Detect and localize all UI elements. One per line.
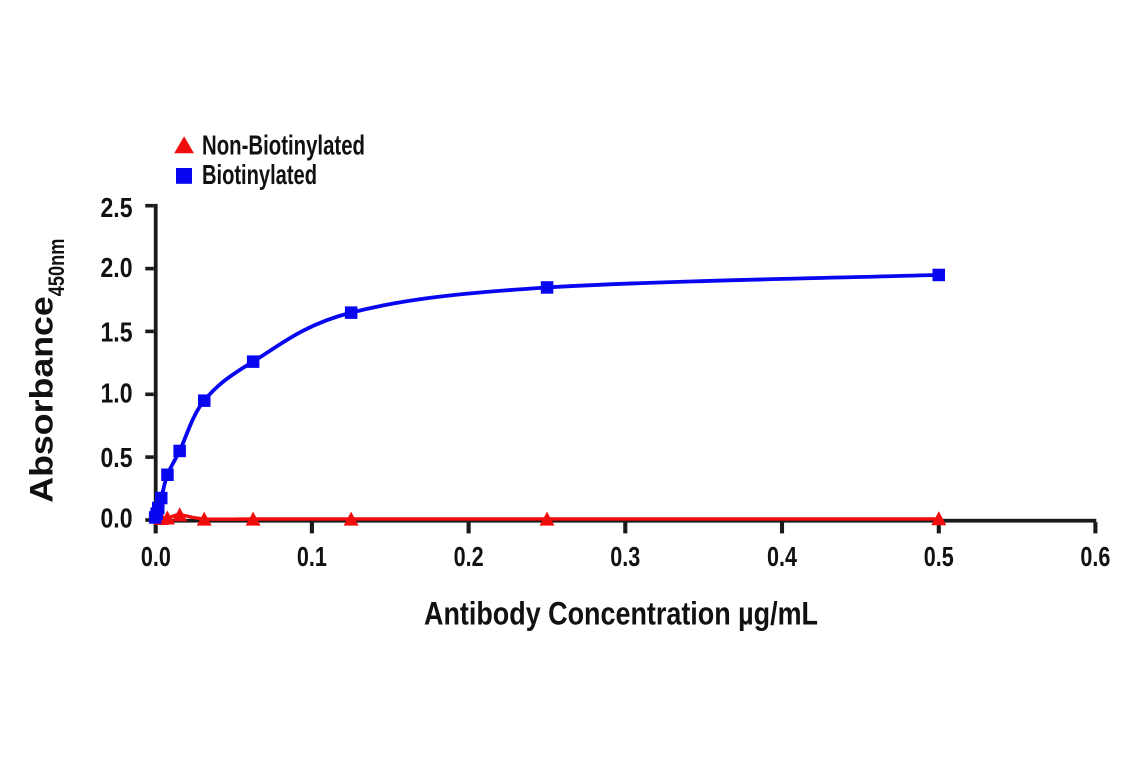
svg-text:0.0: 0.0: [141, 541, 171, 572]
svg-text:Antibody Concentration µg/mL: Antibody Concentration µg/mL: [424, 596, 818, 632]
svg-text:0.5: 0.5: [101, 442, 133, 473]
svg-text:0.5: 0.5: [924, 541, 954, 572]
svg-text:0.0: 0.0: [101, 503, 133, 534]
svg-text:Non-Biotinylated: Non-Biotinylated: [202, 130, 365, 161]
svg-text:1.0: 1.0: [101, 378, 133, 409]
svg-text:Biotinylated: Biotinylated: [202, 159, 317, 190]
svg-text:0.1: 0.1: [297, 541, 327, 572]
svg-text:0.4: 0.4: [767, 541, 797, 572]
svg-text:0.2: 0.2: [454, 541, 484, 572]
svg-text:0.6: 0.6: [1080, 541, 1110, 572]
svg-text:2.0: 2.0: [101, 252, 133, 283]
svg-text:2.5: 2.5: [101, 192, 133, 223]
svg-text:Absorbance450nm: Absorbance450nm: [24, 239, 69, 503]
svg-text:0.3: 0.3: [610, 541, 640, 572]
svg-text:1.5: 1.5: [101, 317, 133, 348]
